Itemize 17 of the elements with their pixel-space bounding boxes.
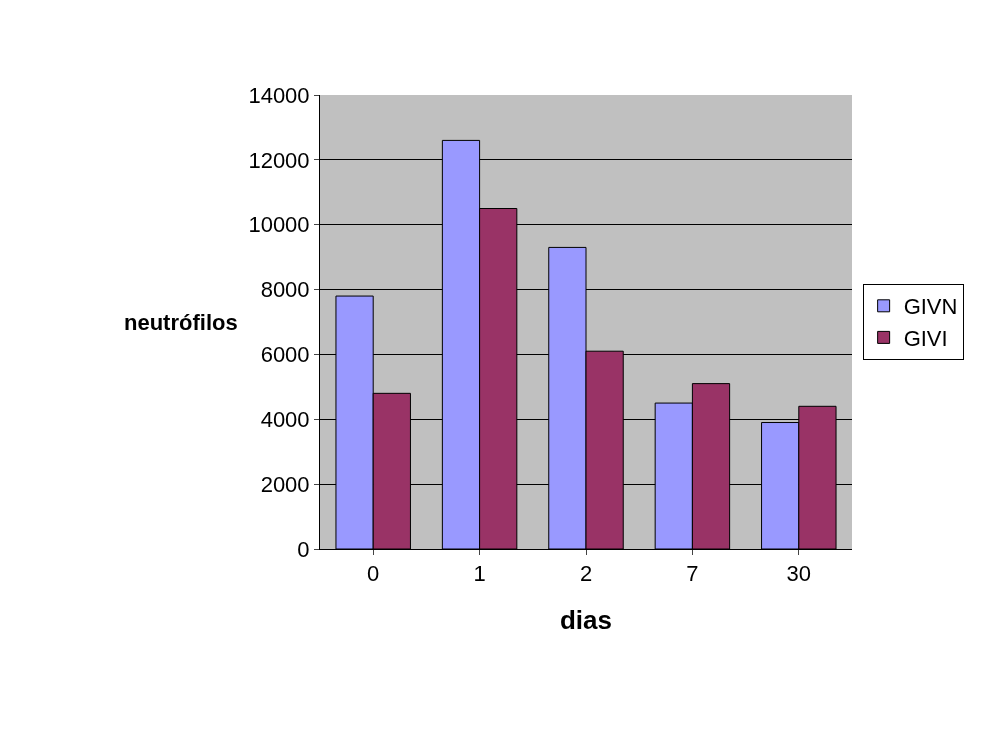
- y-tick-label: 2000: [260, 471, 310, 497]
- y-tick-label: 10000: [248, 212, 310, 238]
- y-axis-title: neutrófilos: [124, 310, 238, 335]
- y-tick-label: 8000: [260, 277, 310, 303]
- y-tick-label: 0: [297, 536, 310, 562]
- x-tick-label: 2: [579, 561, 593, 587]
- y-tick-label: 4000: [260, 406, 310, 432]
- y-tick-label: 12000: [248, 147, 310, 173]
- y-tick-label: 14000: [248, 82, 310, 108]
- y-tick-label: 6000: [260, 342, 310, 368]
- legend-label: GIVN: [903, 294, 958, 320]
- x-tick-label: 1: [473, 561, 486, 587]
- x-tick-label: 30: [786, 561, 812, 587]
- x-tick-label: 7: [686, 561, 699, 587]
- x-tick-label: 0: [367, 561, 380, 587]
- legend-label: GIVI: [903, 325, 948, 351]
- x-axis-title: dias: [559, 605, 613, 636]
